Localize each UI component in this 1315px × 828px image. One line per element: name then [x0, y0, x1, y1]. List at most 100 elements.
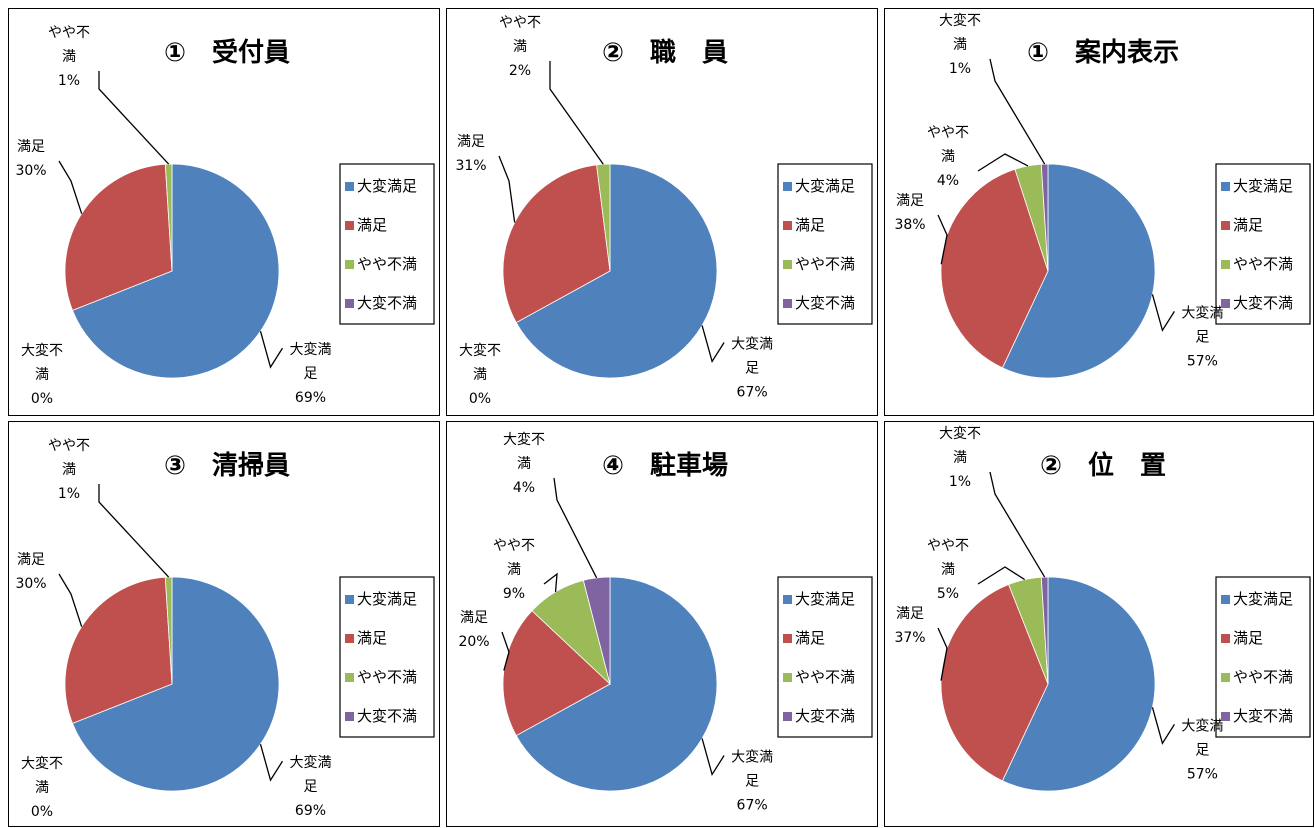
data-label-大変満足: 大変満足 57% [1151, 294, 1223, 369]
pie-chart-6: ② 位 置大変満足57%満足37%やや不満5%大変不満1%大変満足満足やや不満大… [894, 425, 1311, 792]
data-label-percent: 31% [455, 158, 486, 174]
legend-label: やや不満 [795, 668, 855, 686]
legend-swatch-大変不満 [345, 712, 354, 721]
data-label-percent: 57% [1187, 353, 1218, 369]
data-label-percent: 4% [937, 173, 959, 189]
legend-label: 大変不満 [1233, 707, 1293, 725]
data-label-percent: 20% [458, 634, 489, 650]
leader-line [1151, 294, 1175, 332]
chart-panel-6: ② 位 置大変満足 57% 満足 37% やや不満 5% 大変不満 1% 大変満足 満足 やや不満大… [884, 421, 1314, 827]
pie-slice-大変満足 [515, 163, 718, 379]
data-label-name: 大変満 [731, 335, 773, 352]
leader-line [977, 153, 1029, 172]
legend-swatch-やや不満 [1221, 673, 1230, 682]
legend-box [339, 576, 435, 738]
data-label-name: 満 [507, 562, 521, 578]
legend-label: 満足 [795, 629, 825, 647]
pie-chart-1: ① 受付員大変満足69%満足30%やや不満1%大変不満0%大変満足満足やや不満大… [15, 25, 435, 407]
legend-swatch-満足 [1221, 221, 1230, 230]
pie-chart-2: ② 職 員大変満足67%満足31%やや不満2%大変不満0%大変満足満足やや不満大… [455, 15, 873, 407]
pie-slice-大変満足 [1001, 576, 1156, 792]
data-label-やや不満: やや不満 5% [927, 538, 1026, 602]
data-label-満足: 満足 30% [15, 552, 83, 627]
chart-panel-3: ① 案内表示 大変満足 57% 満足 38% やや不満 4% 大変不満 1% 大変満足 満足 やや不満… [884, 8, 1314, 416]
data-label-name: 満足 [896, 606, 924, 622]
data-label-満足: 満足 31% [455, 134, 516, 223]
legend-label: 満足 [357, 629, 387, 647]
data-label-name: 足 [745, 360, 759, 376]
data-label-percent: 37% [894, 630, 925, 646]
legend-label: 満足 [357, 216, 387, 234]
data-label-percent: 30% [15, 576, 46, 592]
data-label-name: 大変満 [1181, 304, 1223, 321]
legend-swatch-やや不満 [783, 673, 792, 682]
legend-label: やや不満 [357, 668, 417, 686]
legend-swatch-満足 [345, 634, 354, 643]
data-label-name: 大変満 [289, 754, 331, 771]
data-label-percent: 9% [503, 586, 525, 602]
legend-swatch-大変満足 [1221, 595, 1230, 604]
legend-label: やや不満 [357, 255, 417, 273]
legend-swatch-大変満足 [783, 595, 792, 604]
chart-title: ① 案内表示 [1027, 37, 1179, 68]
legend-label: 大変満足 [795, 590, 855, 608]
data-label-name: 満 [953, 450, 967, 466]
data-label-name: 足 [303, 779, 317, 795]
leader-line [977, 566, 1026, 585]
legend-label: 大変不満 [1233, 294, 1293, 312]
legend-swatch-大変満足 [345, 182, 354, 191]
legend-label: 大変満足 [357, 590, 417, 608]
pie-slice-大変満足 [1001, 163, 1156, 379]
data-label-percent: 69% [295, 390, 326, 406]
leader-line [937, 214, 948, 265]
data-label-満足: 満足 20% [458, 610, 510, 671]
chart-title: ③ 清掃員 [164, 451, 290, 481]
data-label-name: 満 [62, 462, 76, 478]
legend-box [1215, 163, 1311, 325]
data-label-name: 大変不 [21, 755, 63, 772]
legend-swatch-やや不満 [783, 260, 792, 269]
data-label-percent: 0% [31, 391, 53, 407]
data-label-name: 足 [1195, 742, 1209, 758]
legend-label: 大変満足 [357, 177, 417, 195]
data-label-percent: 1% [58, 486, 80, 502]
leader-line [1151, 707, 1175, 745]
data-label-name: 足 [745, 773, 759, 789]
chart-title: ② 職 員 [602, 38, 728, 68]
pie-chart-4: ③ 清掃員大変満足69%満足30%やや不満1%大変不満0%大変満足満足やや不満大… [15, 438, 435, 820]
data-label-name: やや不 [927, 538, 969, 554]
data-label-name: 大変不 [459, 342, 501, 359]
data-label-満足: 満足 30% [15, 139, 83, 214]
chart-panel-5: ④ 駐車場 大変満足 67% 満足 20% やや不満 9% 大変不満 4% 大変満足 満足 やや不満大… [446, 421, 878, 827]
legend-label: 大変不満 [795, 707, 855, 725]
legend-label: 大変満足 [1233, 590, 1293, 608]
data-label-name: 満足 [17, 552, 45, 568]
leader-line [989, 58, 1046, 165]
data-label-name: 満足 [460, 610, 488, 626]
leader-line [58, 160, 83, 214]
legend-swatch-大変不満 [783, 299, 792, 308]
chart-panel-4: ③ 清掃員 大変満足 69% 満足 30% やや不満 1% 大変不満 0% 大変満足 満足 やや不満大… [8, 421, 440, 827]
data-label-name: 満 [513, 39, 527, 55]
data-label-percent: 69% [295, 803, 326, 819]
data-label-name: 満 [941, 149, 955, 165]
data-label-name: 満 [473, 367, 487, 383]
leader-line [701, 738, 725, 777]
leader-line [259, 330, 284, 369]
data-label-name: やや不 [927, 125, 969, 141]
leader-line [553, 477, 598, 579]
legend-label: 満足 [795, 216, 825, 234]
legend-label: 大変不満 [357, 707, 417, 725]
leader-line [989, 471, 1046, 578]
data-label-大変満足: 大変満足 69% [259, 330, 331, 406]
data-label-percent: 0% [31, 804, 53, 820]
data-label-percent: 57% [1187, 766, 1218, 782]
data-label-やや不満: やや不満 4% [927, 125, 1029, 189]
data-label-name: 足 [303, 366, 317, 382]
data-label-やや不満: やや不満 1% [48, 25, 170, 165]
data-label-name: やや不 [493, 538, 535, 554]
